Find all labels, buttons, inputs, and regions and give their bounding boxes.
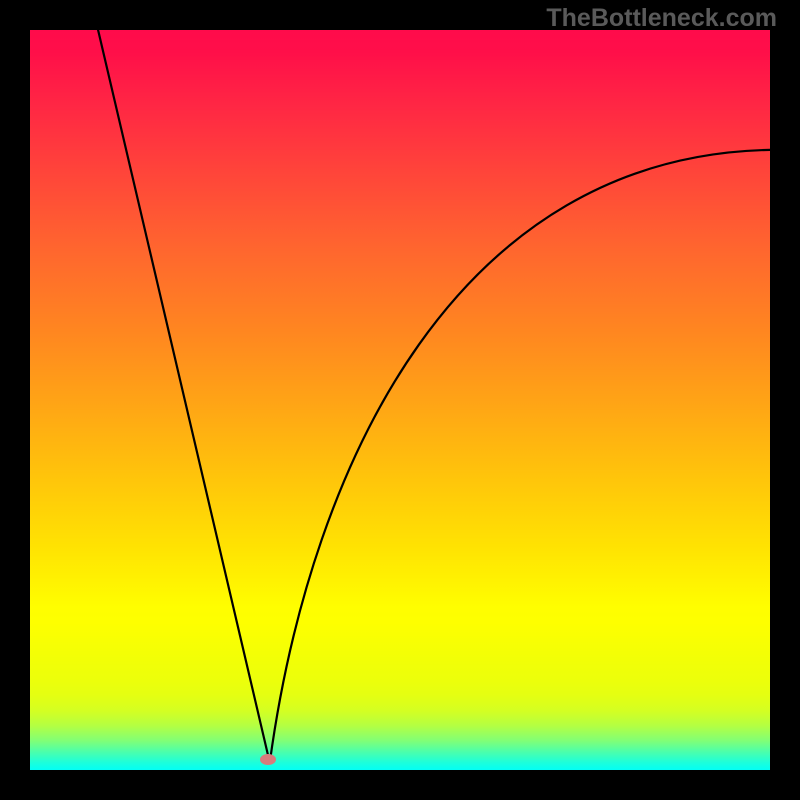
- chart-frame: TheBottleneck.com: [0, 0, 800, 800]
- watermark-text: TheBottleneck.com: [546, 4, 777, 33]
- bottleneck-curve: [30, 30, 770, 770]
- plot-area: [30, 30, 770, 770]
